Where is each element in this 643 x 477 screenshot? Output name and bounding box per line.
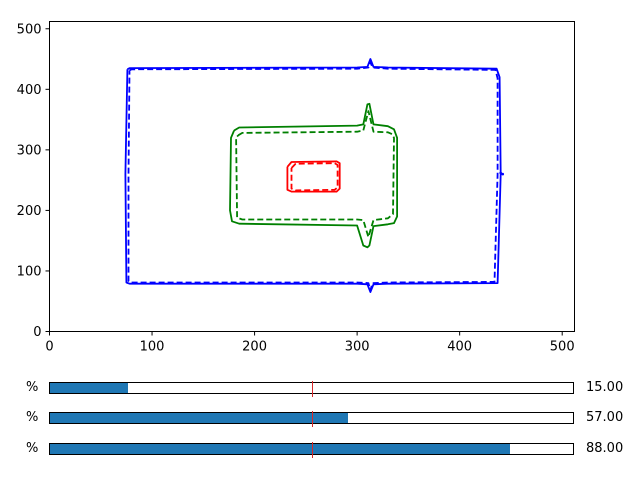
slider-1[interactable]: % 15.00 — [0, 380, 643, 397]
slider-1-label: % — [26, 380, 39, 395]
series-layer — [124, 58, 505, 294]
y-tick-label: 300 — [17, 143, 42, 158]
slider-1-marker — [311, 381, 313, 397]
series-3-point — [499, 171, 502, 175]
slider-2-value: 57.00 — [586, 410, 624, 425]
slider-3[interactable]: % 88.00 — [0, 441, 643, 458]
contour-plot: 0 100 200 300 400 500 0 100 200 300 400 500 — [17, 21, 575, 355]
y-tick-label: 400 — [17, 83, 42, 98]
slider-1-track[interactable] — [49, 381, 574, 397]
x-tick-label: 0 — [45, 340, 53, 355]
x-tick-label: 100 — [140, 340, 165, 355]
y-tick-label: 0 — [33, 325, 41, 340]
slider-1-fill — [50, 383, 129, 393]
x-tick-label: 500 — [550, 340, 575, 355]
slider-2-fill — [50, 413, 349, 423]
y-axis: 0 100 200 300 400 500 — [17, 22, 50, 340]
plot-frame — [49, 21, 575, 332]
series-1-line — [124, 58, 502, 294]
x-axis: 0 100 200 300 400 500 — [45, 331, 575, 355]
slider-3-value: 88.00 — [586, 441, 624, 456]
slider-3-marker — [311, 442, 313, 458]
series-4-line — [229, 102, 399, 249]
slider-3-label: % — [26, 441, 39, 456]
x-tick-label: 300 — [345, 340, 370, 355]
x-tick-label: 200 — [242, 340, 267, 355]
slider-2-track[interactable] — [49, 411, 574, 427]
series-2-line — [127, 61, 499, 292]
series-3-point — [501, 172, 505, 176]
slider-2[interactable]: % 57.00 — [0, 410, 643, 427]
slider-2-marker — [311, 411, 313, 427]
slider-1-value: 15.00 — [586, 380, 624, 395]
y-tick-label: 500 — [17, 22, 42, 37]
series-7-line — [290, 162, 339, 192]
slider-3-fill — [50, 444, 511, 454]
series-6-line — [286, 160, 341, 193]
x-tick-label: 400 — [447, 340, 472, 355]
y-tick-label: 200 — [17, 204, 42, 219]
y-tick-label: 100 — [17, 264, 42, 279]
slider-3-track[interactable] — [49, 442, 574, 458]
series-5-line — [235, 110, 395, 238]
slider-2-label: % — [26, 410, 39, 425]
